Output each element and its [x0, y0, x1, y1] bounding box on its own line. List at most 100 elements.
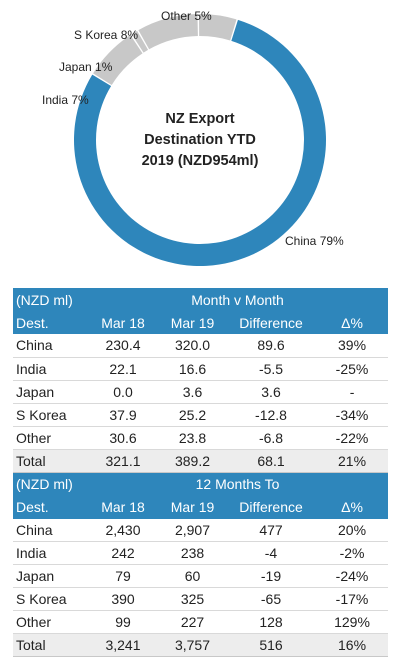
cell-value: 0.0: [87, 380, 159, 403]
cell-value: 89.6: [226, 334, 316, 357]
column-header: Mar 18: [87, 496, 159, 519]
row-label: Japan: [13, 565, 87, 588]
table-title-row: (NZD ml)Month v Month: [13, 288, 388, 311]
cell-value: 2,907: [159, 519, 226, 542]
row-label: S Korea: [13, 588, 87, 611]
donut-label-other: Other 5%: [161, 9, 212, 23]
total-value: 3,757: [159, 634, 226, 657]
column-header: Dest.: [13, 496, 87, 519]
donut-label-china: China 79%: [285, 234, 344, 248]
total-value: 389.2: [159, 449, 226, 472]
table-title: 12 Months To: [87, 473, 388, 496]
chart-title-line-3: 2019 (NZD954ml): [142, 153, 259, 169]
cell-value: 79: [87, 565, 159, 588]
donut-label-india: India 7%: [42, 93, 89, 107]
total-label: Total: [13, 634, 87, 657]
cell-value: -34%: [316, 403, 388, 426]
row-label: Japan: [13, 380, 87, 403]
total-value: 321.1: [87, 449, 159, 472]
cell-value: -24%: [316, 565, 388, 588]
cell-value: 3.6: [226, 380, 316, 403]
cell-value: 129%: [316, 611, 388, 634]
unit-label: (NZD ml): [13, 473, 87, 496]
cell-value: -: [316, 380, 388, 403]
row-label: China: [13, 334, 87, 357]
cell-value: 39%: [316, 334, 388, 357]
total-value: 3,241: [87, 634, 159, 657]
table-title: Month v Month: [87, 288, 388, 311]
column-header: Mar 19: [159, 496, 226, 519]
column-header: Mar 18: [87, 311, 159, 334]
cell-value: 477: [226, 519, 316, 542]
donut-chart: China 79% India 7% Japan 1% S Korea 8% Other…: [0, 0, 400, 280]
total-label: Total: [13, 449, 87, 472]
cell-value: -12.8: [226, 403, 316, 426]
row-label: India: [13, 542, 87, 565]
cell-value: -19: [226, 565, 316, 588]
column-header: Δ%: [316, 311, 388, 334]
export-destination-page: China 79% India 7% Japan 1% S Korea 8% Other…: [0, 0, 400, 636]
row-label: India: [13, 357, 87, 380]
cell-value: 20%: [316, 519, 388, 542]
unit-label: (NZD ml): [13, 288, 87, 311]
cell-value: 30.6: [87, 426, 159, 449]
table-title-row: (NZD ml)12 Months To: [13, 473, 388, 496]
cell-value: 16.6: [159, 357, 226, 380]
cell-value: -6.8: [226, 426, 316, 449]
cell-value: 60: [159, 565, 226, 588]
cell-value: -65: [226, 588, 316, 611]
column-header: Δ%: [316, 496, 388, 519]
cell-value: 99: [87, 611, 159, 634]
cell-value: -22%: [316, 426, 388, 449]
total-value: 21%: [316, 449, 388, 472]
cell-value: 230.4: [87, 334, 159, 357]
row-label: Other: [13, 611, 87, 634]
total-value: 516: [226, 634, 316, 657]
cell-value: 25.2: [159, 403, 226, 426]
column-header: Mar 19: [159, 311, 226, 334]
cell-value: -2%: [316, 542, 388, 565]
cell-value: 2,430: [87, 519, 159, 542]
cell-value: 3.6: [159, 380, 226, 403]
row-label: Other: [13, 426, 87, 449]
donut-label-s: S Korea 8%: [74, 28, 138, 42]
cell-value: 320.0: [159, 334, 226, 357]
column-header: Difference: [226, 311, 316, 334]
cell-value: 325: [159, 588, 226, 611]
cell-value: 128: [226, 611, 316, 634]
column-header: Difference: [226, 496, 316, 519]
cell-value: 390: [87, 588, 159, 611]
total-value: 68.1: [226, 449, 316, 472]
cell-value: -4: [226, 542, 316, 565]
cell-value: -25%: [316, 357, 388, 380]
cell-value: 22.1: [87, 357, 159, 380]
total-value: 16%: [316, 634, 388, 657]
donut-label-japan: Japan 1%: [59, 60, 113, 74]
cell-value: -17%: [316, 588, 388, 611]
cell-value: 242: [87, 542, 159, 565]
cell-value: 227: [159, 611, 226, 634]
chart-title-line-1: NZ Export: [165, 111, 234, 127]
row-label: China: [13, 519, 87, 542]
cell-value: 37.9: [87, 403, 159, 426]
column-header: Dest.: [13, 311, 87, 334]
cell-value: 238: [159, 542, 226, 565]
row-label: S Korea: [13, 403, 87, 426]
chart-title-line-2: Destination YTD: [144, 132, 256, 148]
